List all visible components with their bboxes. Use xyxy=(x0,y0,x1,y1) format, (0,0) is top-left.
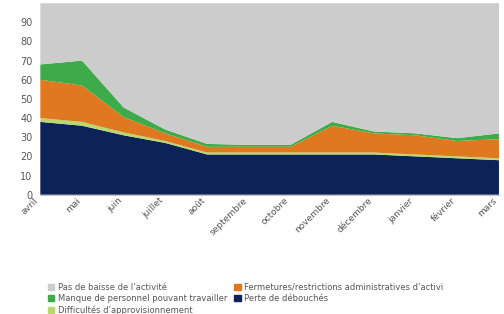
Legend: Pas de baisse de l’activité, Manque de personnel pouvant travailler, Difficultés: Pas de baisse de l’activité, Manque de p… xyxy=(44,279,447,314)
